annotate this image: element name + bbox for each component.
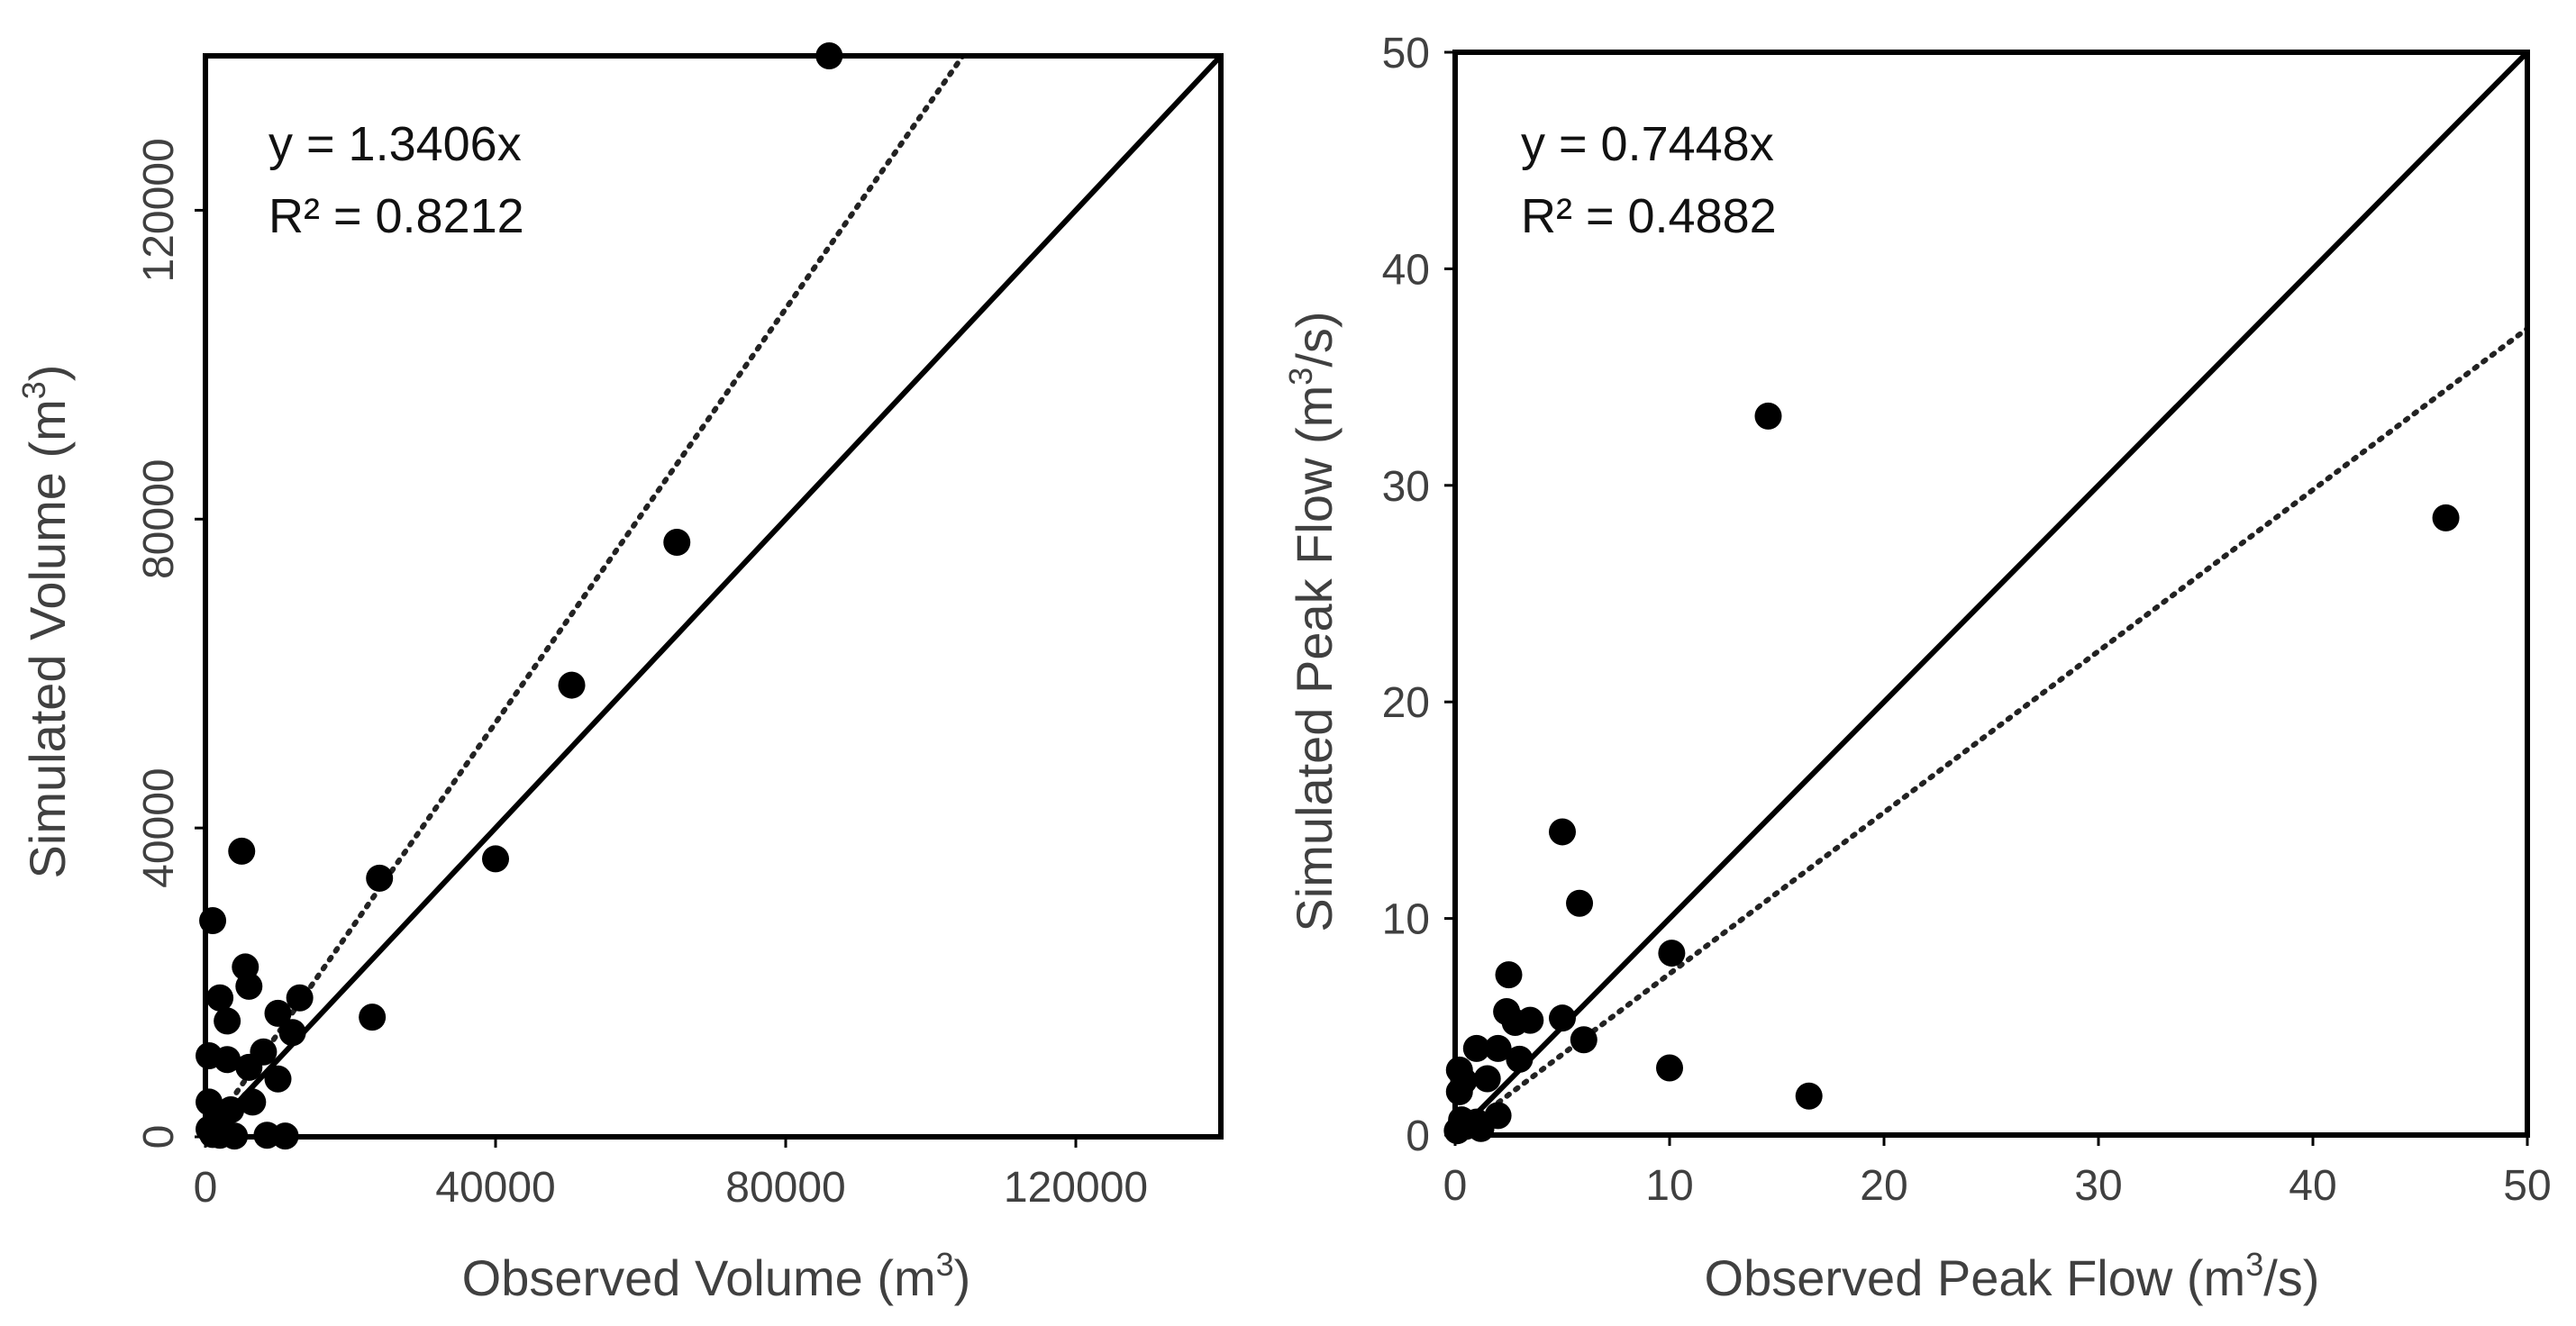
peak-flow-data-point <box>1516 1006 1544 1034</box>
volume-data-point <box>214 1007 241 1035</box>
peak-flow-data-point <box>1549 818 1576 846</box>
volume-y-axis-title: Simulated Volume (m3) <box>15 365 76 879</box>
peak-flow-one-to-one-line <box>1452 50 2530 1138</box>
peak-flow-data-point <box>1566 889 1594 917</box>
peak-flow-data-point <box>1506 1045 1534 1073</box>
peak-flow-y-tick-label: 30 <box>1382 463 1430 511</box>
peak-flow-x-tick-label: 10 <box>1645 1162 1693 1210</box>
peak-flow-fit-line <box>1455 325 2527 1135</box>
volume-data-point <box>663 529 691 556</box>
peak-flow-data-point <box>1570 1026 1597 1054</box>
volume-data-point <box>482 845 509 873</box>
peak-flow-data-point <box>1484 1034 1512 1062</box>
volume-y-tick-label: 0 <box>135 1125 183 1149</box>
peak-flow-data-point <box>1658 940 1686 967</box>
peak-flow-y-tick-label: 40 <box>1382 246 1430 294</box>
peak-flow-y-tick-label: 0 <box>1406 1113 1430 1160</box>
volume-plot-area <box>203 53 1224 1140</box>
volume-fit-line <box>205 56 966 1137</box>
volume-x-tick-label: 80000 <box>725 1164 845 1212</box>
volume-x-tick-label: 40000 <box>435 1164 555 1212</box>
peak-flow-x-axis-title: Observed Peak Flow (m3/s) <box>1705 1246 2320 1306</box>
peak-flow-x-tick-label: 0 <box>1443 1162 1468 1210</box>
volume-y-tick-label: 120000 <box>135 138 183 282</box>
peak-flow-y-axis-title: Simulated Peak Flow (m3/s) <box>1282 311 1343 931</box>
volume-data-point <box>235 1053 263 1081</box>
volume-one-to-one-line <box>203 53 1224 1140</box>
peak-flow-x-tick-label: 50 <box>2503 1162 2551 1210</box>
volume-scatter-panel: y = 1.3406x R² = 0.8212 Observed Volume … <box>15 42 1224 1306</box>
peak-flow-y-tick-label: 50 <box>1382 30 1430 77</box>
peak-flow-x-tick-label: 20 <box>1860 1162 1907 1210</box>
volume-data-point <box>264 999 292 1027</box>
peak-flow-scatter-panel: y = 0.7448x R² = 0.4882 Observed Peak Fl… <box>1282 30 2552 1306</box>
volume-data-point <box>359 1004 387 1031</box>
volume-x-tick-label: 120000 <box>1004 1164 1148 1212</box>
volume-data-point <box>228 837 256 865</box>
peak-flow-data-point <box>1754 402 1782 430</box>
peak-flow-equation: y = 0.7448x <box>1521 117 1774 171</box>
peak-flow-y-tick-label: 10 <box>1382 896 1430 944</box>
peak-flow-data-point <box>2432 504 2460 531</box>
volume-x-tick-label: 0 <box>194 1164 218 1212</box>
volume-data-point <box>206 984 234 1012</box>
peak-flow-y-tick-label: 20 <box>1382 679 1430 727</box>
peak-flow-data-point <box>1656 1054 1683 1082</box>
volume-r-squared: R² = 0.8212 <box>269 189 524 243</box>
peak-flow-plot-area <box>1452 50 2530 1138</box>
volume-y-tick-label: 80000 <box>135 459 183 579</box>
volume-data-point <box>286 984 314 1012</box>
volume-data-point <box>214 1046 241 1074</box>
volume-equation: y = 1.3406x <box>269 117 522 171</box>
peak-flow-data-point <box>1495 961 1523 989</box>
peak-flow-r-squared: R² = 0.4882 <box>1521 189 1777 243</box>
volume-data-point <box>235 972 263 1000</box>
peak-flow-data-point <box>1473 1065 1501 1093</box>
volume-data-point <box>558 671 586 699</box>
volume-x-axis-title: Observed Volume (m3) <box>462 1246 971 1306</box>
peak-flow-data-point <box>1549 1004 1576 1032</box>
peak-flow-data-point <box>1445 1077 1473 1105</box>
volume-y-tick-label: 40000 <box>135 767 183 887</box>
volume-data-point <box>278 1019 306 1047</box>
peak-flow-data-point <box>1462 1034 1490 1062</box>
volume-data-point <box>239 1088 267 1116</box>
volume-data-point <box>264 1065 292 1093</box>
volume-data-point <box>196 1088 223 1116</box>
volume-data-point <box>366 864 394 892</box>
peak-flow-x-tick-label: 30 <box>2074 1162 2122 1210</box>
peak-flow-x-tick-label: 40 <box>2289 1162 2336 1210</box>
peak-flow-data-point <box>1795 1082 1823 1110</box>
